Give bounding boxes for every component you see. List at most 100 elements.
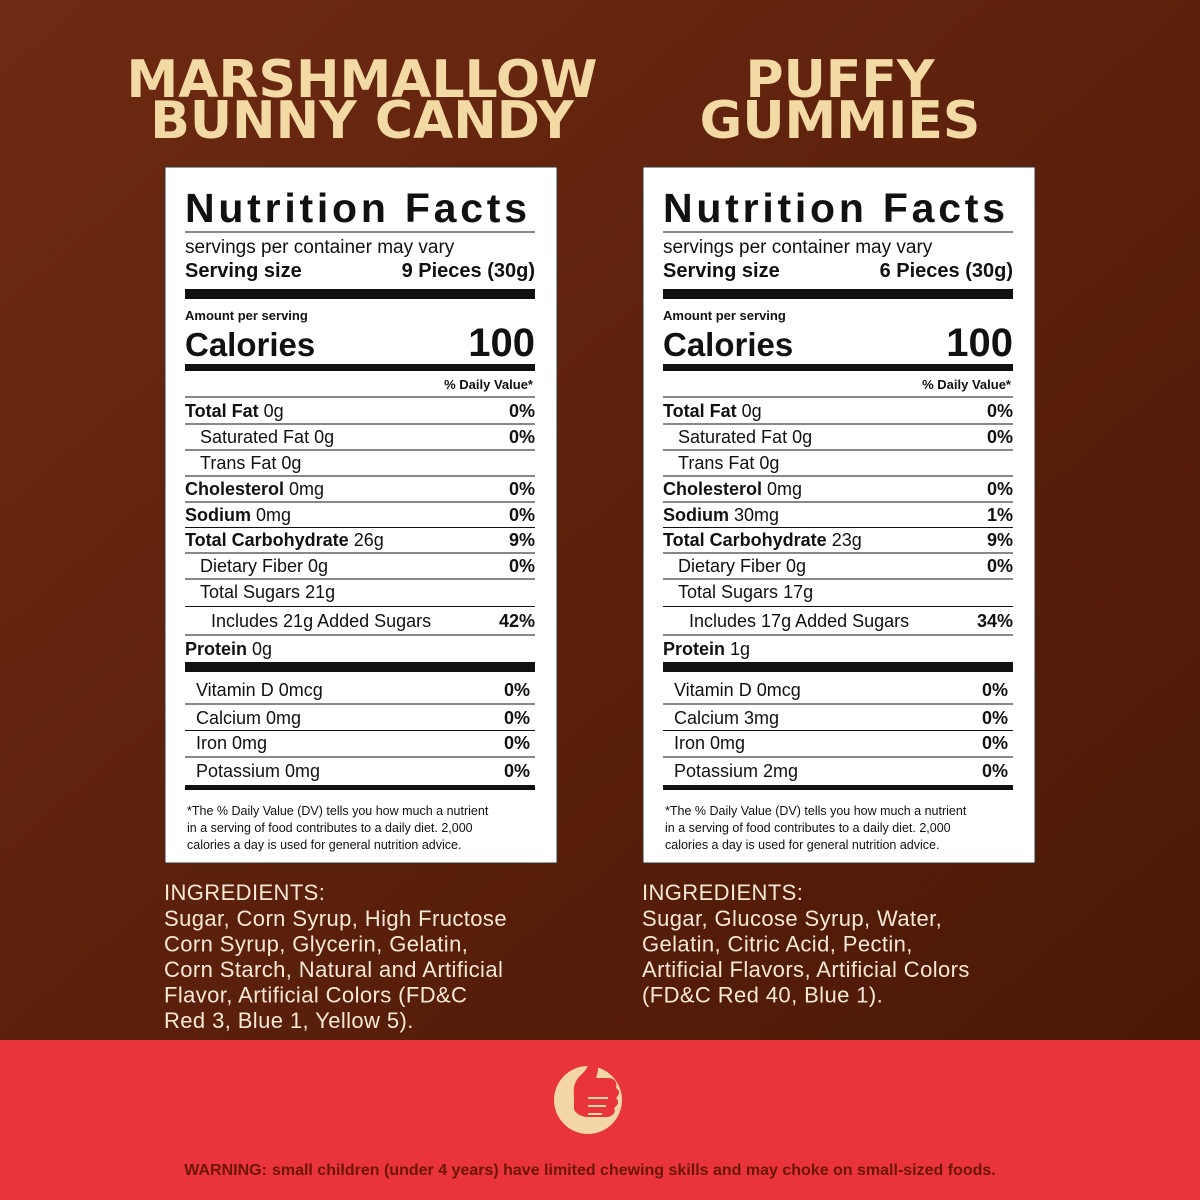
logo bbox=[554, 1054, 622, 1134]
daily-value: 0% bbox=[982, 708, 1008, 728]
ingredients-line: Sugar, Corn Syrup, High Fructose bbox=[164, 906, 507, 931]
footnote: in a serving of food contributes to a da… bbox=[665, 821, 951, 835]
nutrient-amount: 17g bbox=[783, 582, 813, 602]
nutrient-row: Dietary Fiber 0g bbox=[678, 556, 806, 576]
rule-bar bbox=[663, 364, 1013, 371]
nutrient-row: Total Fat 0g bbox=[185, 401, 284, 421]
nutrient-name: Dietary Fiber bbox=[200, 556, 303, 576]
nutrient-name: Saturated Fat bbox=[678, 427, 787, 447]
nutrient-name: Cholesterol bbox=[185, 479, 284, 499]
nutrient-row: Total Sugars 17g bbox=[678, 582, 813, 602]
amount-label: Amount per serving bbox=[185, 308, 308, 323]
nutrient-amount: 1g bbox=[730, 639, 750, 659]
footnote: calories a day is used for general nutri… bbox=[665, 838, 939, 852]
product-title: MARSHMALLOW bbox=[127, 50, 598, 110]
daily-value: 0% bbox=[987, 556, 1013, 576]
footnote: in a serving of food contributes to a da… bbox=[187, 821, 473, 835]
nutrient-amount: 21g bbox=[305, 582, 335, 602]
serving-size: 9 Pieces (30g) bbox=[402, 260, 535, 282]
nutrient-amount: 0g bbox=[308, 556, 328, 576]
footnote: *The % Daily Value (DV) tells you how mu… bbox=[665, 804, 967, 818]
nutrition-title: Nutrition Facts bbox=[663, 185, 1005, 231]
rule-bar bbox=[185, 662, 535, 672]
nutrition-panel bbox=[642, 166, 1036, 864]
warning-text: small children (under 4 years) have limi… bbox=[272, 1162, 996, 1179]
nutrient-name: Trans Fat bbox=[678, 453, 754, 473]
serving-size-label: Serving size bbox=[663, 260, 780, 282]
ingredients-line: Gelatin, Citric Acid, Pectin, bbox=[642, 932, 913, 957]
vitamin-name: Iron 0mg bbox=[196, 733, 267, 753]
rule-bar bbox=[185, 364, 535, 371]
nutrient-name: Includes 21g Added Sugars bbox=[211, 611, 431, 631]
warning-label: WARNING: bbox=[184, 1162, 267, 1179]
nutrient-amount: 0g bbox=[281, 453, 301, 473]
ingredients-line: Red 3, Blue 1, Yellow 5). bbox=[164, 1008, 414, 1033]
nutrient-row: Trans Fat 0g bbox=[200, 453, 301, 473]
ingredients-line: Flavor, Artificial Colors (FD&C bbox=[164, 983, 467, 1008]
nutrient-name: Dietary Fiber bbox=[678, 556, 781, 576]
amount-label: Amount per serving bbox=[663, 308, 786, 323]
nutrient-amount: 0g bbox=[759, 453, 779, 473]
footnote: calories a day is used for general nutri… bbox=[187, 838, 461, 852]
nutrient-amount: 0mg bbox=[289, 479, 324, 499]
ingredients-heading: INGREDIENTS: bbox=[164, 880, 325, 905]
nutrient-row: Saturated Fat 0g bbox=[678, 427, 812, 447]
nutrient-amount: 30mg bbox=[734, 505, 779, 525]
nutrient-row: Saturated Fat 0g bbox=[200, 427, 334, 447]
nutrient-row: Total Sugars 21g bbox=[200, 582, 335, 602]
nutrient-name: Total Sugars bbox=[200, 582, 300, 602]
rule-bar bbox=[663, 289, 1013, 299]
daily-value: 0% bbox=[509, 505, 535, 525]
nutrient-row: Sodium 0mg bbox=[185, 505, 291, 525]
daily-value: 0% bbox=[982, 761, 1008, 781]
rule-bar bbox=[663, 662, 1013, 672]
nutrition-panel bbox=[164, 166, 558, 864]
ingredients-line: Corn Starch, Natural and Artificial bbox=[164, 957, 503, 982]
product-title: PUFFY bbox=[745, 50, 935, 110]
calories: 100 bbox=[468, 321, 535, 365]
daily-value: 0% bbox=[509, 556, 535, 576]
nutrient-amount: 0g bbox=[792, 427, 812, 447]
nutrient-name: Protein bbox=[185, 639, 247, 659]
nutrient-row: Cholesterol 0mg bbox=[663, 479, 802, 499]
nutrition-title: Nutrition Facts bbox=[185, 185, 527, 231]
nutrient-name: Trans Fat bbox=[200, 453, 276, 473]
nutrient-name: Total Carbohydrate bbox=[663, 530, 827, 550]
nutrient-row: Includes 17g Added Sugars bbox=[689, 611, 909, 631]
daily-value: 0% bbox=[987, 479, 1013, 499]
serving-size-label: Serving size bbox=[185, 260, 302, 282]
rule-bar bbox=[185, 785, 535, 790]
nutrient-name: Total Fat bbox=[663, 401, 737, 421]
vitamin-name: Iron 0mg bbox=[674, 733, 745, 753]
daily-value: 0% bbox=[987, 427, 1013, 447]
daily-value: 0% bbox=[509, 479, 535, 499]
nutrient-amount: 26g bbox=[354, 530, 384, 550]
servings: servings per container may vary bbox=[663, 237, 933, 258]
nutrient-row: Dietary Fiber 0g bbox=[200, 556, 328, 576]
footnote: *The % Daily Value (DV) tells you how mu… bbox=[187, 804, 489, 818]
nutrient-amount: 23g bbox=[832, 530, 862, 550]
dv-header: % Daily Value* bbox=[922, 377, 1012, 392]
nutrient-name: Cholesterol bbox=[663, 479, 762, 499]
product-title: GUMMIES bbox=[700, 91, 981, 151]
ingredients-heading: INGREDIENTS: bbox=[642, 880, 803, 905]
nutrient-amount: 0mg bbox=[256, 505, 291, 525]
daily-value: 9% bbox=[509, 530, 535, 550]
vitamin-name: Vitamin D 0mcg bbox=[674, 680, 801, 700]
daily-value: 0% bbox=[504, 708, 530, 728]
vitamin-name: Calcium 3mg bbox=[674, 708, 779, 728]
daily-value: 9% bbox=[987, 530, 1013, 550]
nutrient-row: Total Fat 0g bbox=[663, 401, 762, 421]
nutrient-name: Sodium bbox=[663, 505, 729, 525]
daily-value: 42% bbox=[499, 611, 535, 631]
nutrient-amount: 0g bbox=[314, 427, 334, 447]
nutrient-name: Total Fat bbox=[185, 401, 259, 421]
calories: 100 bbox=[946, 321, 1013, 365]
vitamin-name: Potassium 0mg bbox=[196, 761, 320, 781]
nutrient-row: Trans Fat 0g bbox=[678, 453, 779, 473]
daily-value: 0% bbox=[982, 733, 1008, 753]
product-title: BUNNY CANDY bbox=[150, 91, 575, 151]
nutrient-row: Protein 0g bbox=[185, 639, 272, 659]
calories-label: Calories bbox=[663, 326, 793, 363]
daily-value: 0% bbox=[509, 427, 535, 447]
